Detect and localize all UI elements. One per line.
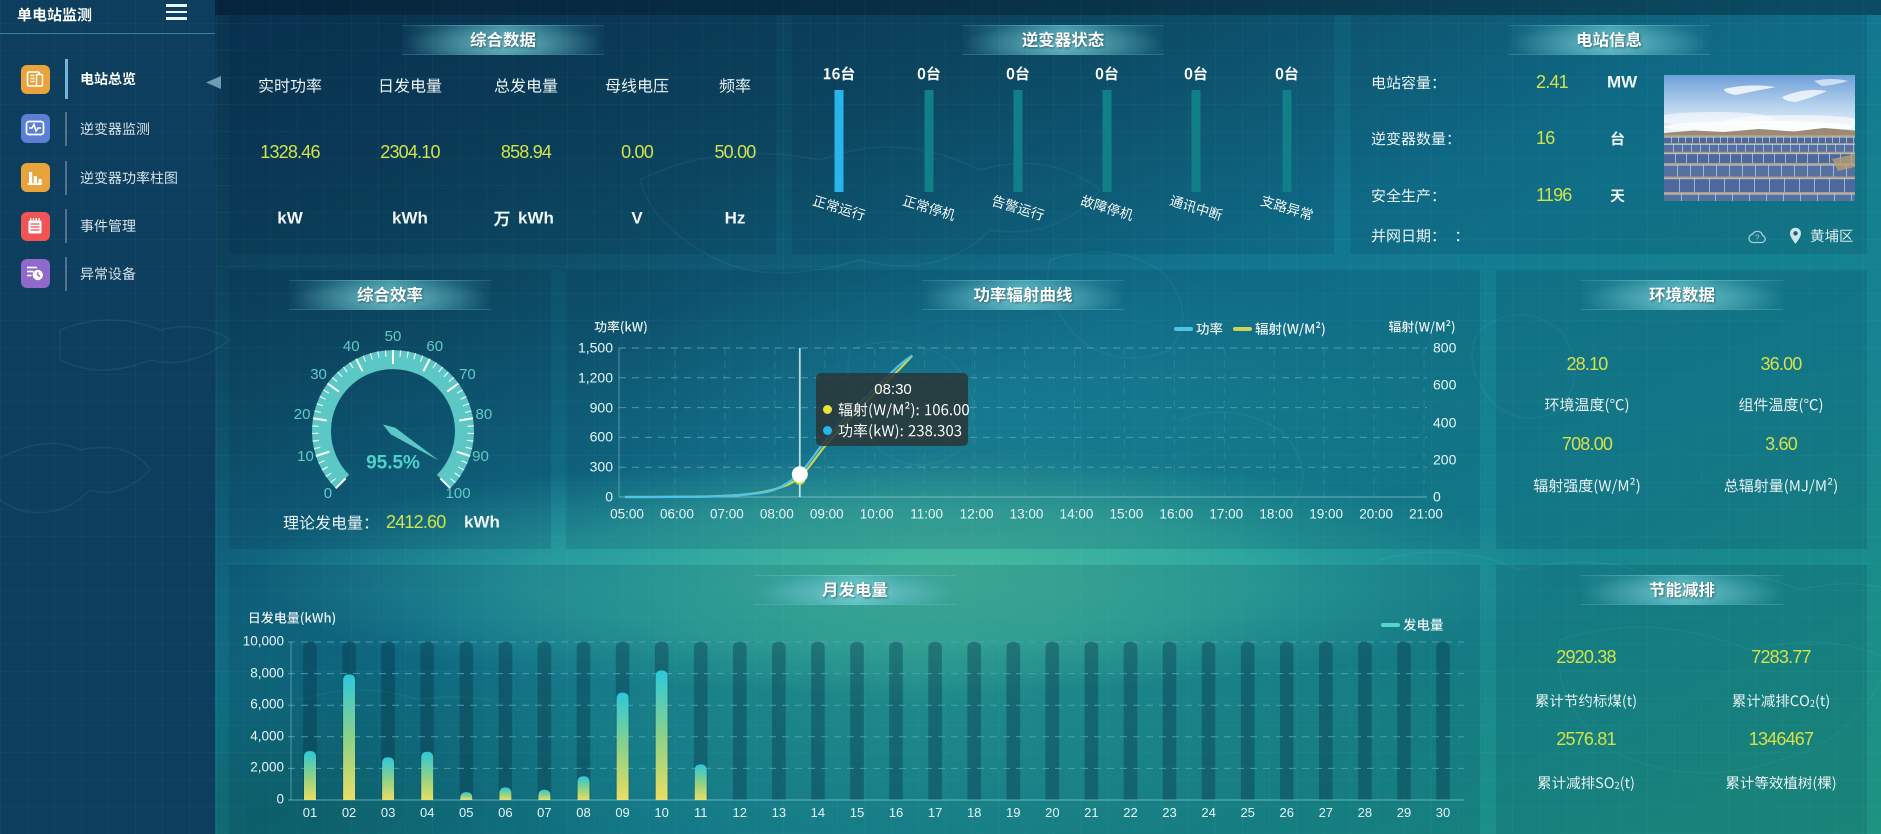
svg-text:?: ? <box>1755 234 1760 243</box>
